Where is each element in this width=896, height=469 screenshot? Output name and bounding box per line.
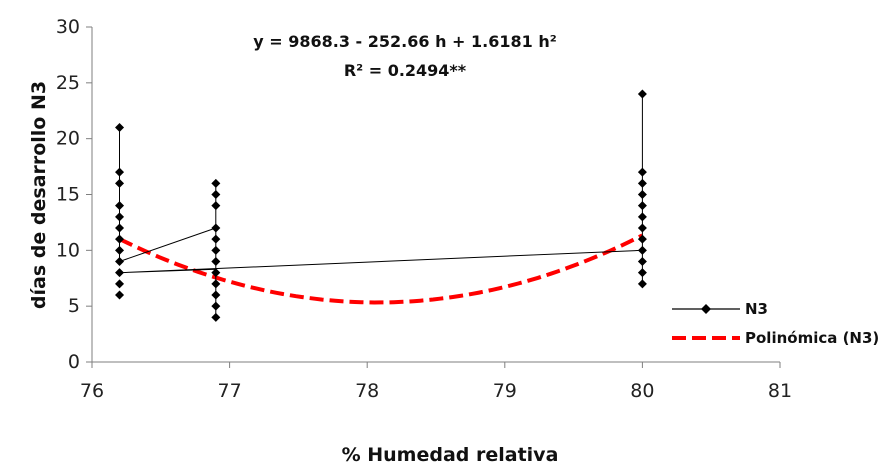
n3-data-point xyxy=(115,245,125,255)
n3-data-point xyxy=(115,212,125,222)
n3-data-point xyxy=(211,268,221,278)
n3-data-point xyxy=(637,234,647,244)
y-tick-labels: 0 5 10 15 20 25 30 xyxy=(56,16,80,373)
y-tick-label: 5 xyxy=(68,295,80,317)
n3-data-point xyxy=(115,257,125,266)
n3-data-point xyxy=(115,201,125,211)
y-axis-title: días de desarrollo N3 xyxy=(28,81,50,309)
n3-data-point xyxy=(637,89,647,99)
n3-connecting-line xyxy=(119,94,643,318)
n3-data-point xyxy=(211,279,221,289)
n3-data-point xyxy=(115,167,125,177)
n3-data-point xyxy=(211,223,221,233)
n3-data-point xyxy=(637,190,647,199)
n3-data-point xyxy=(211,301,221,311)
y-tick-label: 25 xyxy=(56,72,80,94)
x-tick-label: 78 xyxy=(355,380,379,402)
n3-data-point xyxy=(115,178,125,188)
n3-data-point xyxy=(211,178,221,188)
n3-data-point xyxy=(637,178,647,188)
x-tick-label: 80 xyxy=(630,380,654,402)
x-tick-labels: 76 77 78 79 80 81 xyxy=(80,380,792,402)
n3-series-line xyxy=(119,94,643,318)
n3-data-point xyxy=(637,245,647,255)
n3-data-point xyxy=(637,257,647,266)
n3-data-point xyxy=(637,167,647,177)
n3-data-point xyxy=(637,212,647,222)
n3-data-point xyxy=(115,279,125,289)
n3-data-point xyxy=(211,312,221,322)
y-tick-label: 15 xyxy=(56,184,80,206)
legend-n3-label: N3 xyxy=(745,300,768,318)
y-tick-label: 0 xyxy=(68,351,80,373)
n3-data-point xyxy=(115,290,125,300)
n3-data-point xyxy=(115,223,125,233)
n3-data-point xyxy=(211,234,221,244)
legend: N3 Polinómica (N3) xyxy=(672,300,879,347)
n3-data-point xyxy=(211,201,221,211)
y-tick-label: 10 xyxy=(56,239,80,261)
n3-data-point xyxy=(637,279,647,289)
x-tick-label: 76 xyxy=(80,380,104,402)
n3-data-point xyxy=(211,290,221,300)
y-tick-label: 30 xyxy=(56,16,80,38)
n3-data-point xyxy=(211,245,221,255)
n3-data-point xyxy=(115,234,125,244)
chart-axes xyxy=(86,26,781,368)
polynomial-trend-line xyxy=(118,233,644,305)
r-squared-annotation: R² = 0.2494** xyxy=(344,61,467,80)
y-tick-label: 20 xyxy=(56,128,80,150)
x-axis-title: % Humedad relativa xyxy=(342,444,559,466)
n3-data-point xyxy=(211,257,221,266)
n3-data-point xyxy=(637,268,647,278)
n3-data-point xyxy=(637,223,647,233)
n3-data-point xyxy=(211,190,221,199)
trend-series xyxy=(118,233,644,305)
x-tick-label: 79 xyxy=(493,380,517,402)
legend-n3-marker xyxy=(701,304,711,314)
x-tick-label: 77 xyxy=(218,380,242,402)
n3-data-point xyxy=(115,268,125,278)
n3-data-point xyxy=(115,123,125,132)
x-tick-label: 81 xyxy=(768,380,792,402)
n3-markers xyxy=(115,89,647,322)
equation-annotation: y = 9868.3 - 252.66 h + 1.6181 h² xyxy=(253,32,556,51)
n3-data-point xyxy=(637,201,647,211)
legend-poly-label: Polinómica (N3) xyxy=(745,329,879,347)
